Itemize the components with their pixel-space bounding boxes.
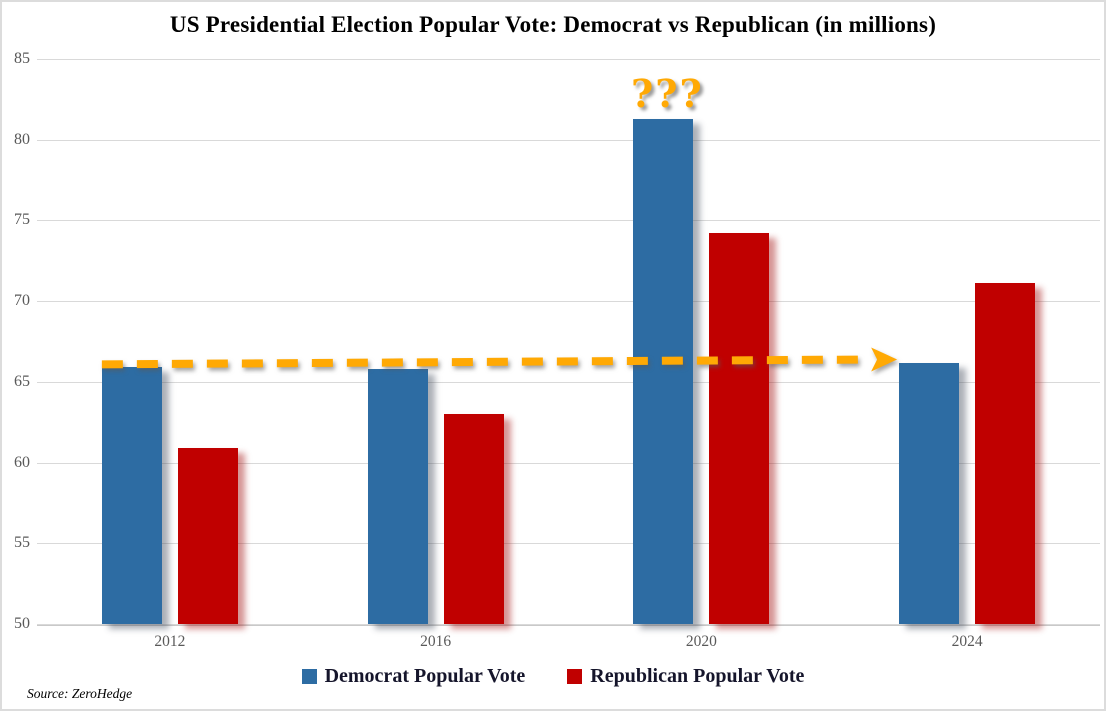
x-tick-label-2020: 2020: [685, 633, 717, 650]
bar-republican-2020: [709, 233, 770, 624]
x-tick-label-2012: 2012: [154, 633, 186, 650]
plot-area: ???: [37, 59, 1100, 626]
legend-item-republican: Republican Popular Vote: [567, 665, 804, 688]
y-tick-label: 80: [14, 130, 30, 148]
y-tick-label: 50: [14, 615, 30, 632]
x-tick-label-2016: 2016: [420, 633, 452, 650]
legend-label-democrat: Democrat Popular Vote: [324, 665, 526, 687]
bar-republican-2024: [975, 283, 1036, 624]
gridline-55: [37, 543, 1100, 545]
gridline-80: [37, 139, 1100, 141]
bar-democrat-2016: [367, 368, 428, 624]
x-axis-labels: 2012 2016 2020 2024: [37, 633, 1100, 655]
y-tick-label: 70: [14, 292, 30, 310]
y-axis-labels: 50 55 60 65 70 75 80 85: [4, 51, 32, 632]
y-tick-label: 55: [14, 534, 30, 552]
republican-swatch-icon: [567, 669, 583, 684]
bar-democrat-2024: [899, 362, 960, 624]
democrat-swatch-icon: [301, 669, 317, 684]
bar-republican-2016: [443, 414, 504, 624]
x-tick-label-2024: 2024: [951, 633, 983, 650]
question-marks-annotation: ???: [630, 70, 704, 116]
legend-label-republican: Republican Popular Vote: [590, 665, 805, 687]
bar-republican-2012: [177, 448, 238, 624]
legend-item-democrat: Democrat Popular Vote: [301, 665, 526, 688]
gridline-65: [37, 381, 1100, 383]
y-tick-label: 75: [14, 211, 30, 229]
gridline-70: [37, 301, 1100, 303]
y-tick-label: 65: [14, 372, 30, 390]
gridline-85: [37, 59, 1100, 60]
source-note: Source: ZeroHedge: [27, 686, 133, 701]
y-tick-label: 60: [14, 453, 30, 471]
bar-democrat-2020: [633, 118, 694, 624]
bar-democrat-2012: [101, 367, 162, 624]
y-tick-label: 85: [14, 50, 30, 67]
gridline-50: [37, 624, 1100, 625]
chart-title: US Presidential Election Popular Vote: D…: [169, 12, 937, 37]
gridline-60: [37, 462, 1100, 464]
legend: Democrat Popular Vote Republican Popular…: [2, 665, 1104, 688]
gridline-75: [37, 220, 1100, 222]
